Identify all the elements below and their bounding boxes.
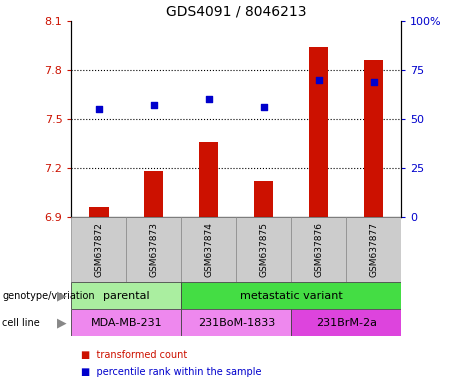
- Bar: [199, 142, 219, 217]
- Bar: [71, 217, 126, 282]
- Bar: [236, 217, 291, 282]
- Point: [370, 79, 377, 85]
- Bar: [89, 207, 108, 217]
- Text: cell line: cell line: [2, 318, 40, 328]
- Text: GSM637872: GSM637872: [95, 222, 103, 277]
- Text: metastatic variant: metastatic variant: [240, 291, 343, 301]
- Bar: [181, 309, 291, 336]
- Bar: [71, 309, 181, 336]
- Bar: [254, 181, 273, 217]
- Point: [315, 77, 322, 83]
- Text: 231BrM-2a: 231BrM-2a: [316, 318, 377, 328]
- Point: [95, 106, 103, 113]
- Text: ■  transformed count: ■ transformed count: [81, 350, 187, 360]
- Text: GSM637874: GSM637874: [204, 222, 213, 277]
- Text: MDA-MB-231: MDA-MB-231: [90, 318, 162, 328]
- Text: GSM637877: GSM637877: [369, 222, 378, 277]
- Bar: [71, 282, 181, 309]
- Text: GSM637876: GSM637876: [314, 222, 323, 277]
- Point: [205, 96, 213, 103]
- Bar: [126, 217, 181, 282]
- Text: parental: parental: [103, 291, 150, 301]
- Text: ▶: ▶: [57, 289, 66, 302]
- Point: [260, 104, 267, 110]
- Bar: [291, 217, 346, 282]
- Text: genotype/variation: genotype/variation: [2, 291, 95, 301]
- Text: 231BoM-1833: 231BoM-1833: [198, 318, 275, 328]
- Text: GSM637873: GSM637873: [149, 222, 159, 277]
- Bar: [291, 309, 401, 336]
- Bar: [309, 47, 328, 217]
- Bar: [181, 282, 401, 309]
- Bar: [144, 171, 164, 217]
- Bar: [346, 217, 401, 282]
- Text: ▶: ▶: [57, 316, 66, 329]
- Bar: [364, 60, 383, 217]
- Text: ■  percentile rank within the sample: ■ percentile rank within the sample: [81, 367, 261, 377]
- Title: GDS4091 / 8046213: GDS4091 / 8046213: [166, 5, 307, 18]
- Text: GSM637875: GSM637875: [259, 222, 268, 277]
- Bar: [181, 217, 236, 282]
- Point: [150, 102, 158, 108]
